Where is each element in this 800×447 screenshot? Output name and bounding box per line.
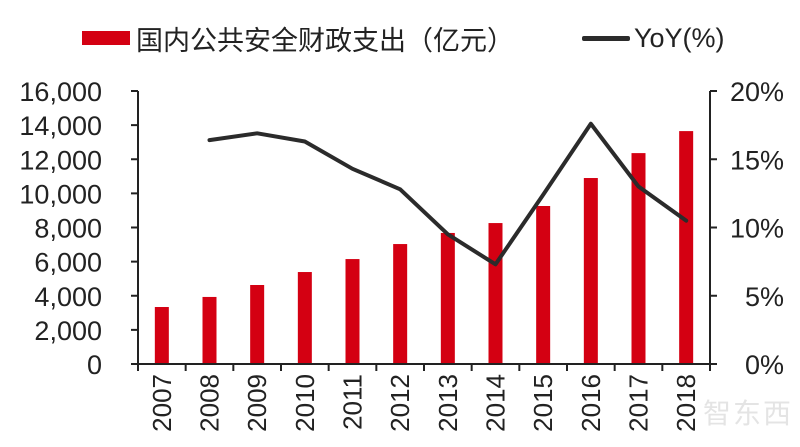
legend-item-bar: 国内公共安全财政支出（亿元） xyxy=(82,18,514,58)
bar xyxy=(536,206,551,364)
bar xyxy=(393,244,408,364)
left-tick-label: 4,000 xyxy=(34,282,102,312)
x-tick-label: 2011 xyxy=(338,374,368,430)
legend-item-line: YoY(%) xyxy=(582,18,725,58)
bar xyxy=(297,272,312,364)
x-tick-label: 2012 xyxy=(385,374,415,432)
x-tick-label: 2008 xyxy=(195,374,225,432)
legend-line-label: YoY(%) xyxy=(634,22,725,53)
bar xyxy=(679,131,694,364)
x-tick-label: 2017 xyxy=(624,374,654,432)
right-tick-label: 5% xyxy=(745,282,784,312)
x-tick-label: 2010 xyxy=(290,374,320,432)
x-tick-label: 2015 xyxy=(528,374,558,432)
line-swatch-icon xyxy=(582,35,630,41)
x-tick-label: 2018 xyxy=(671,374,701,432)
left-tick-label: 0 xyxy=(87,350,102,380)
left-tick-label: 10,000 xyxy=(19,179,102,209)
legend-bar-label: 国内公共安全财政支出（亿元） xyxy=(136,25,514,56)
left-tick-label: 2,000 xyxy=(34,316,102,346)
right-tick-label: 15% xyxy=(730,145,784,175)
bar xyxy=(250,285,265,364)
left-tick-label: 6,000 xyxy=(34,248,102,278)
bar xyxy=(345,259,360,364)
bar-swatch-icon xyxy=(82,31,130,45)
bar xyxy=(583,178,598,364)
yoy-line xyxy=(207,121,689,267)
x-tick-label: 2013 xyxy=(433,374,463,432)
bar xyxy=(440,232,455,364)
bar xyxy=(202,296,217,364)
legend: 国内公共安全财政支出（亿元） YoY(%) xyxy=(0,18,800,58)
left-tick-label: 12,000 xyxy=(19,145,102,175)
watermark: 智东西 xyxy=(703,398,794,429)
left-tick-label: 14,000 xyxy=(19,111,102,141)
x-tick-label: 2009 xyxy=(242,374,272,432)
right-tick-label: 10% xyxy=(730,214,784,244)
x-tick-label: 2016 xyxy=(576,374,606,432)
right-tick-label: 20% xyxy=(730,77,784,107)
bar xyxy=(631,153,646,364)
right-tick-label: 0% xyxy=(745,350,784,380)
left-tick-label: 8,000 xyxy=(34,214,102,244)
bar xyxy=(488,223,503,364)
x-tick-label: 2014 xyxy=(481,374,511,432)
left-tick-label: 16,000 xyxy=(19,77,102,107)
x-tick-label: 2007 xyxy=(147,374,177,432)
bar xyxy=(154,307,169,364)
